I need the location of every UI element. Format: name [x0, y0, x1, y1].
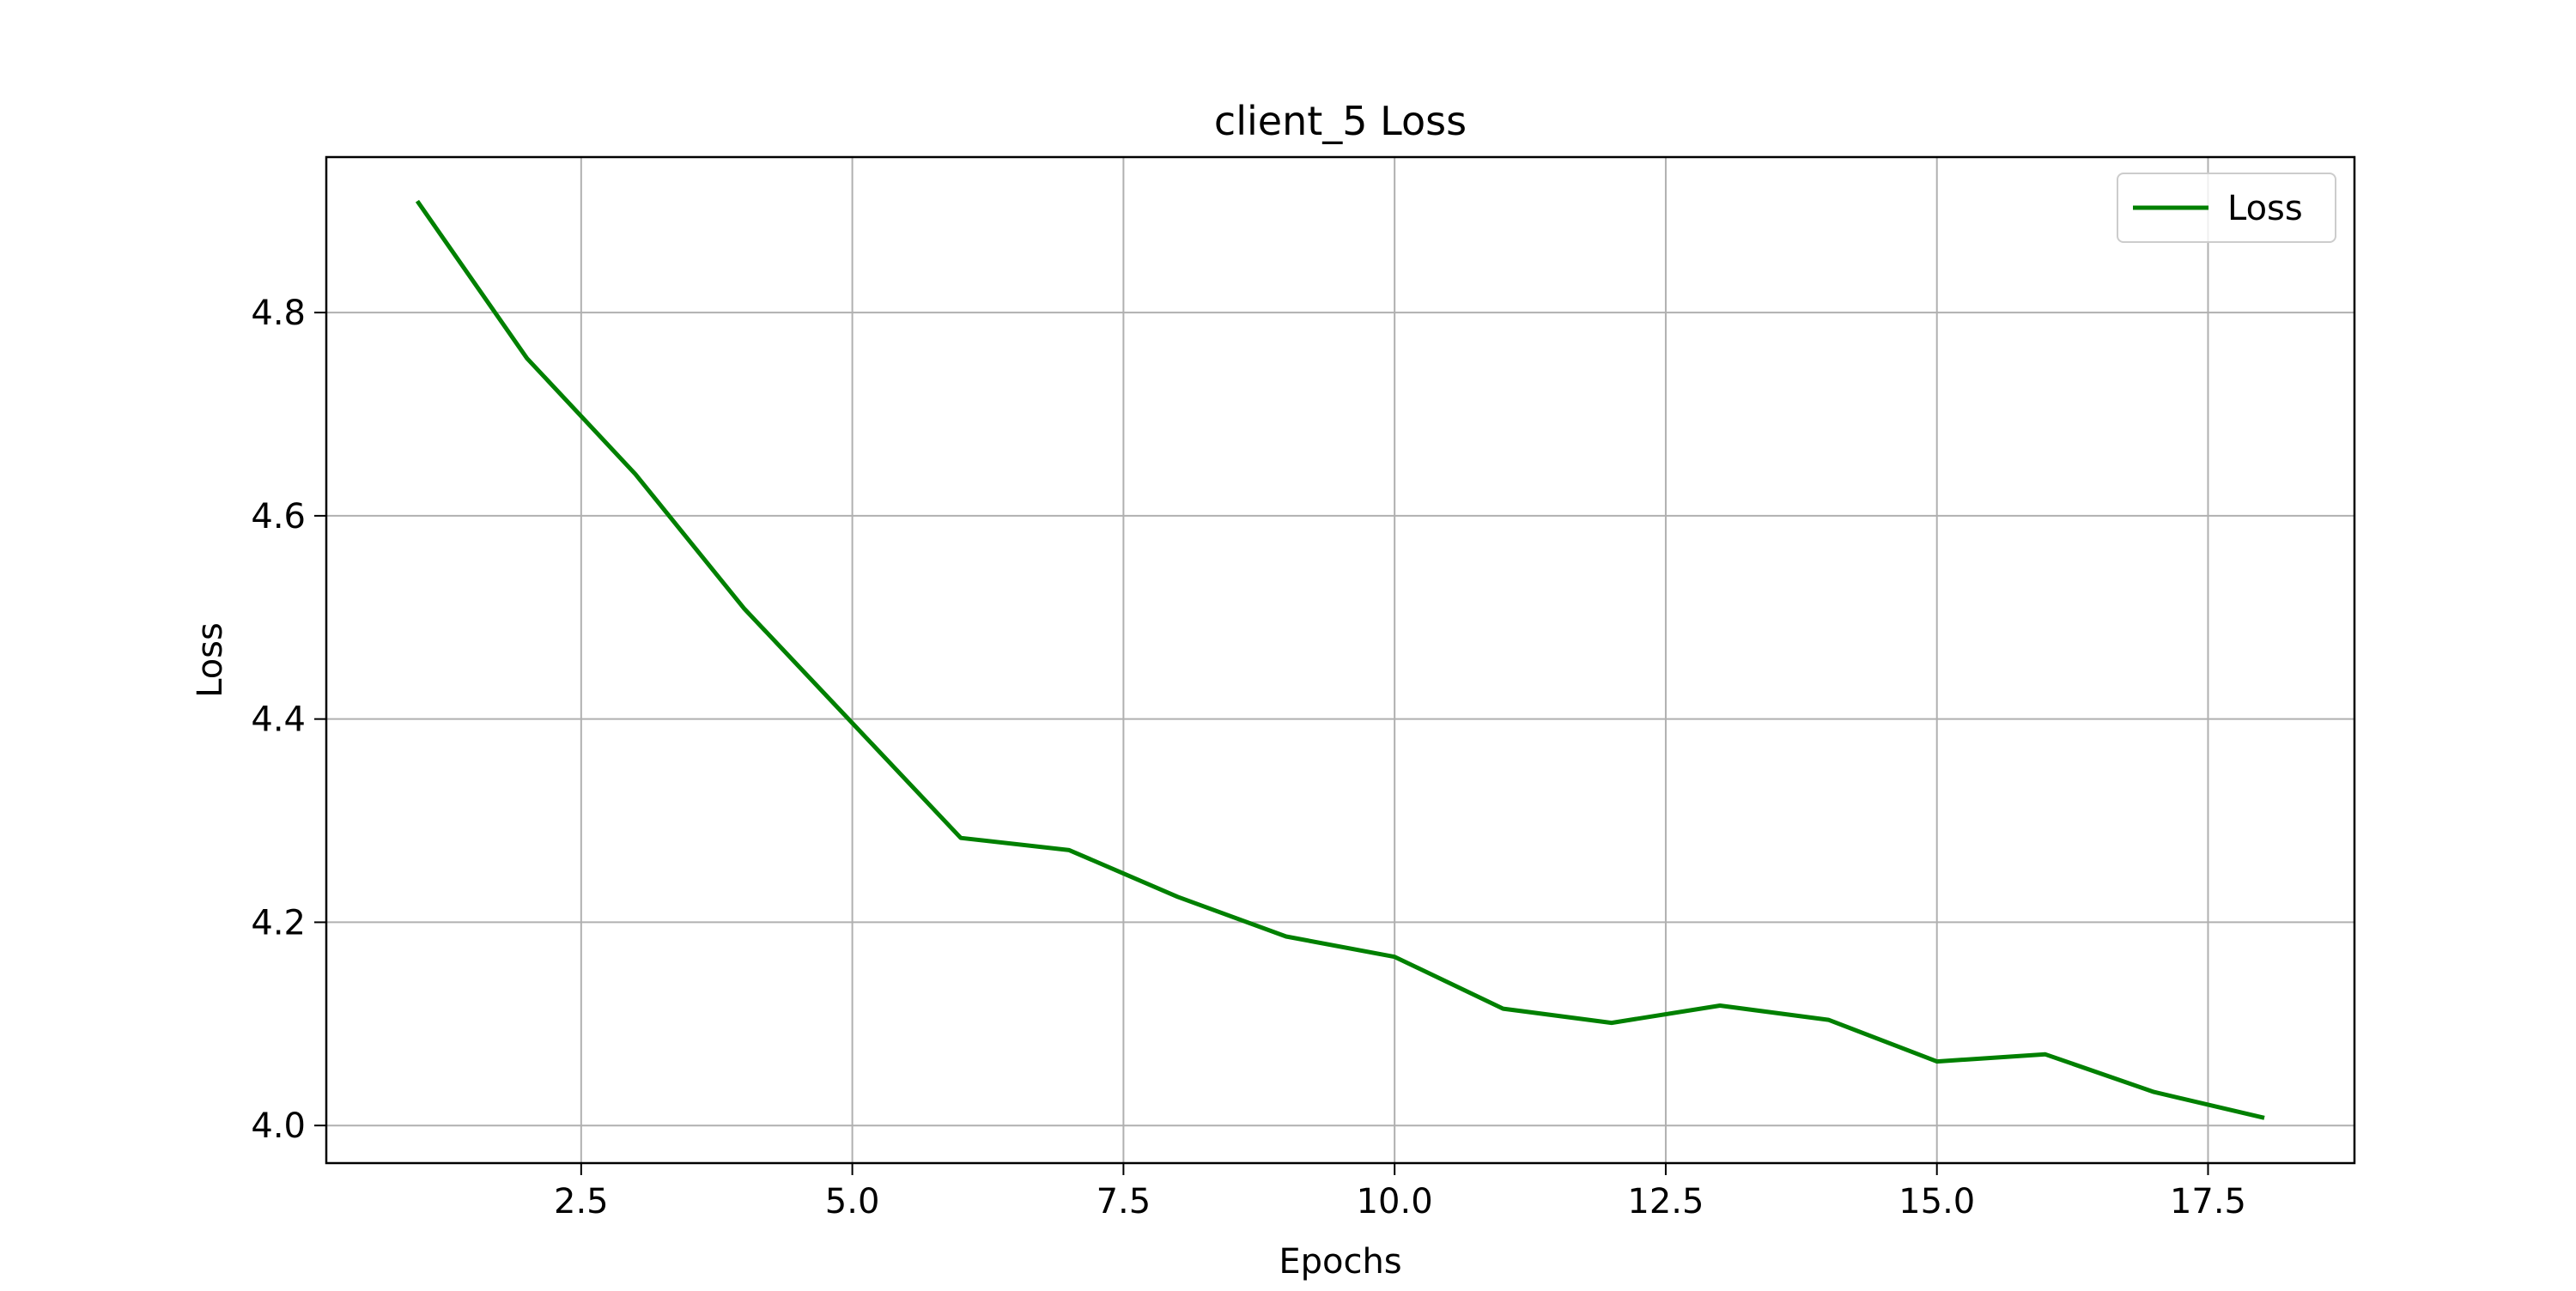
x-tick-label: 15.0 [1899, 1182, 1975, 1221]
x-tick-label: 12.5 [1627, 1182, 1704, 1221]
y-tick-label: 4.0 [251, 1106, 306, 1146]
series-line-loss [415, 199, 2265, 1120]
x-tick-label: 5.0 [825, 1182, 880, 1221]
y-tick-label: 4.4 [251, 700, 306, 740]
legend: Loss [2117, 173, 2336, 243]
chart-title: client_5 Loss [1214, 98, 1467, 144]
y-axis-ticks: 4.0 4.2 4.4 4.6 4.8 [251, 294, 326, 1146]
y-tick-label: 4.6 [251, 497, 306, 536]
plot-frame [325, 155, 2356, 1165]
y-tick-label: 4.8 [251, 294, 306, 333]
grid-lines [326, 157, 2354, 1163]
x-axis-label: Epochs [1279, 1242, 1401, 1282]
legend-box [2117, 173, 2336, 243]
x-tick-label: 2.5 [554, 1182, 609, 1221]
y-tick-label: 4.2 [251, 903, 306, 942]
y-axis-label: Loss [191, 622, 230, 698]
series-layer [415, 199, 2265, 1120]
x-tick-label: 17.5 [2170, 1182, 2246, 1221]
legend-label: Loss [2227, 189, 2303, 228]
x-tick-label: 7.5 [1097, 1182, 1151, 1221]
x-axis-ticks: 2.5 5.0 7.5 10.0 12.5 15.0 17.5 [554, 1163, 2246, 1221]
x-tick-label: 10.0 [1357, 1182, 1433, 1221]
